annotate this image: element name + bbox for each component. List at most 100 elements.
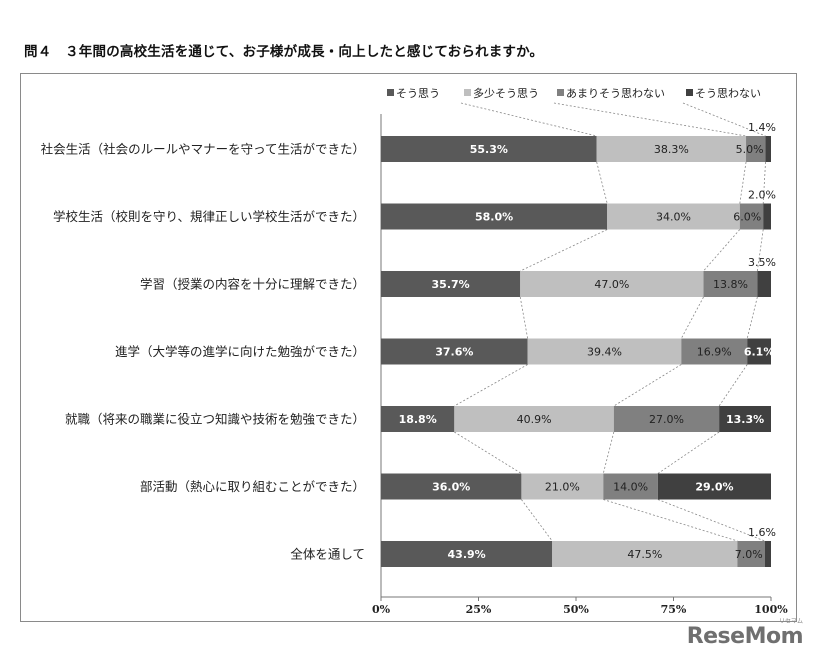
legend-swatch — [464, 89, 471, 96]
series-connector — [746, 296, 758, 339]
bar-segment — [381, 338, 528, 365]
category-label: 全体を通して — [290, 547, 365, 562]
legend-swatch — [387, 89, 394, 96]
resemom-logo: リセマム ReseMom — [686, 618, 804, 649]
data-label: 47.0% — [594, 278, 629, 291]
series-connector — [454, 364, 528, 407]
category-label: 学校生活（校則を守り、規律正しい学校生活ができた） — [53, 209, 365, 224]
legend-label: そう思う — [396, 87, 440, 100]
series-connector — [553, 102, 747, 137]
data-label: 47.5% — [627, 548, 662, 561]
bar-segment — [719, 406, 771, 432]
bar-segment — [603, 473, 658, 500]
data-label: 35.7% — [432, 278, 470, 291]
x-tick-label: 100% — [754, 603, 788, 616]
series-connector — [460, 102, 597, 137]
data-label: 5.0% — [736, 143, 764, 156]
series-connector — [657, 499, 765, 542]
bar-segment — [613, 406, 720, 432]
data-label: 1.4% — [748, 121, 776, 134]
bar-segment — [552, 541, 738, 567]
data-label: 3.5% — [748, 256, 776, 269]
series-connector — [603, 499, 738, 542]
data-label: 36.0% — [432, 481, 470, 494]
series-connector — [657, 431, 720, 474]
series-connector — [596, 161, 608, 204]
data-label: 38.3% — [654, 143, 689, 156]
bar-segment — [381, 271, 521, 297]
legend-swatch — [686, 89, 693, 96]
bar-segment — [521, 473, 604, 500]
bar-segment — [739, 203, 764, 230]
bar-segment — [737, 541, 765, 567]
bar-segment — [746, 136, 766, 162]
bar-segment — [381, 473, 522, 500]
category-label: 社会生活（社会のルールやマナーを守って生活ができた） — [41, 142, 365, 157]
data-label: 13.8% — [713, 278, 748, 291]
data-label: 2.0% — [748, 189, 776, 202]
series-connector — [703, 229, 741, 272]
legend-swatch — [557, 89, 564, 96]
bar-segment — [607, 203, 740, 230]
data-label: 13.3% — [726, 413, 764, 426]
chart-frame — [20, 73, 797, 622]
data-label: 7.0% — [735, 548, 763, 561]
data-label: 55.3% — [470, 143, 508, 156]
data-label: 21.0% — [545, 481, 580, 494]
category-label: 進学（大学等の進学に向けた勉強ができた） — [115, 344, 365, 359]
data-label: 27.0% — [649, 413, 684, 426]
bar-segment — [596, 136, 747, 162]
category-label: 部活動（熱心に取り組むことができた） — [140, 479, 365, 494]
series-connector — [602, 431, 615, 474]
series-connector — [718, 364, 748, 407]
bar-segment — [520, 271, 704, 297]
logo-subtext: リセマム — [778, 618, 803, 625]
series-connector — [756, 229, 764, 272]
data-label: 58.0% — [475, 211, 513, 224]
data-label: 6.0% — [733, 211, 761, 224]
data-label: 14.0% — [613, 481, 648, 494]
bar-segment — [381, 541, 553, 567]
x-tick-label: 25% — [466, 603, 492, 616]
bar-segment — [527, 338, 682, 365]
data-label: 16.9% — [697, 346, 732, 359]
bar-segment — [681, 338, 748, 365]
series-connector — [520, 229, 608, 272]
x-tick-label: 50% — [563, 603, 589, 616]
bar-segment — [763, 203, 771, 230]
series-connector — [519, 296, 529, 339]
category-label: 学習（授業の内容を十分に理解できた） — [140, 277, 365, 292]
data-label: 43.9% — [448, 548, 486, 561]
bar-segment — [381, 203, 608, 230]
data-label: 6.1% — [744, 346, 775, 359]
series-connector — [521, 499, 553, 542]
series-connector — [682, 102, 766, 137]
data-label: 29.0% — [695, 481, 733, 494]
bar-segment — [657, 473, 771, 500]
bar-segment — [764, 541, 771, 567]
series-connector — [454, 431, 522, 474]
legend-label: あまりそう思わない — [566, 87, 665, 100]
logo-text: ReseMom — [686, 624, 804, 649]
bar-segment — [757, 271, 771, 297]
chart-title: 問４ ３年間の高校生活を通じて、お子様が成長・向上したと感じておられますか。 — [24, 44, 544, 60]
data-label: 1.6% — [748, 526, 776, 539]
bar-segment — [454, 406, 614, 432]
bar-segment — [703, 271, 758, 297]
x-tick-label: 75% — [661, 603, 687, 616]
series-connector — [680, 296, 704, 339]
category-label: 就職（将来の職業に役立つ知識や技術を勉強できた） — [65, 412, 365, 427]
legend-label: そう思わない — [695, 87, 761, 100]
bar-segment — [381, 406, 455, 432]
data-label: 37.6% — [435, 346, 473, 359]
series-connector — [762, 161, 766, 204]
x-tick-label: 0% — [372, 603, 391, 616]
series-connector — [739, 161, 747, 204]
data-label: 40.9% — [517, 413, 552, 426]
legend-label: 多少そう思う — [473, 86, 539, 100]
data-label: 39.4% — [587, 346, 622, 359]
series-connector — [613, 364, 682, 407]
bar-segment — [381, 136, 597, 162]
data-label: 18.8% — [399, 413, 437, 426]
